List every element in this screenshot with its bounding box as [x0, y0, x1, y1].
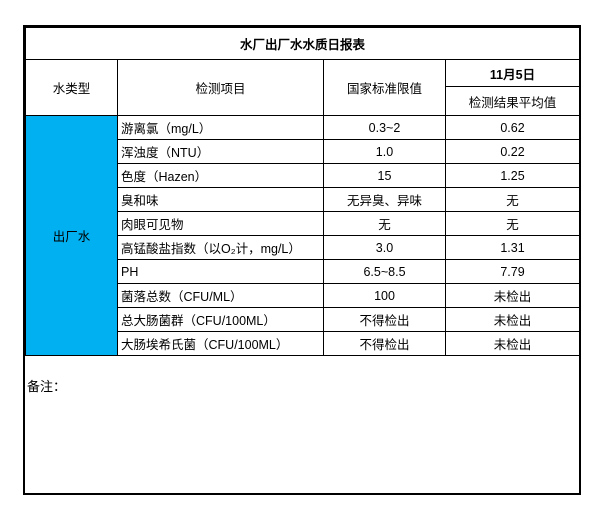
- header-item: 检测项目: [117, 59, 324, 116]
- row-standard-value: 0.3~2: [323, 115, 446, 140]
- row-result-value: 未检出: [444, 283, 581, 308]
- row-standard-value: 100: [323, 283, 446, 308]
- row-result-value: 1.31: [444, 235, 581, 260]
- water-type-cell: 出厂水: [25, 115, 118, 356]
- table-row: PH 6.5~8.5 7.79: [26, 259, 581, 284]
- row-result-value: 0.22: [444, 139, 581, 164]
- table-row: 浑浊度（NTU） 1.0 0.22: [26, 139, 581, 164]
- row-item-label: 浑浊度（NTU）: [117, 139, 324, 164]
- header-row-2: 检测结果平均值: [26, 86, 581, 116]
- row-standard-value: 不得检出: [323, 331, 446, 356]
- row-item-label: 大肠埃希氏菌（CFU/100ML）: [117, 331, 324, 356]
- header-date: 11月5日: [444, 59, 581, 87]
- row-standard-value: 6.5~8.5: [323, 259, 446, 284]
- title-row: 水厂出厂水水质日报表: [24, 27, 581, 60]
- water-quality-report: 水厂出厂水水质日报表 水类型 检测项目 国家标准限值 11月5日 检测结果平均值…: [23, 25, 581, 495]
- row-result-value: 未检出: [444, 307, 581, 332]
- row-standard-value: 3.0: [323, 235, 446, 260]
- row-item-label: 色度（Hazen）: [117, 163, 324, 188]
- header-standard: 国家标准限值: [323, 59, 446, 116]
- row-result-value: 未检出: [444, 331, 581, 356]
- notes-section: 备注：: [25, 356, 579, 403]
- report-title: 水厂出厂水水质日报表: [24, 27, 581, 60]
- header-result-average: 检测结果平均值: [444, 86, 581, 116]
- report-table: 水厂出厂水水质日报表 水类型 检测项目 国家标准限值 11月5日 检测结果平均值…: [24, 27, 581, 356]
- table-row: 菌落总数（CFU/ML） 100 未检出: [26, 283, 581, 308]
- row-item-label: 游离氯（mg/L）: [117, 115, 324, 140]
- table-row: 高锰酸盐指数（以O₂计，mg/L） 3.0 1.31: [26, 235, 581, 260]
- row-standard-value: 无异臭、异味: [323, 187, 446, 212]
- row-result-value: 无: [444, 211, 581, 236]
- row-item-label: 臭和味: [117, 187, 324, 212]
- row-item-label: 菌落总数（CFU/ML）: [117, 283, 324, 308]
- row-standard-value: 15: [323, 163, 446, 188]
- row-item-label: PH: [117, 259, 324, 284]
- data-rows: 出厂水 游离氯（mg/L） 0.3~2 0.62 浑浊度（NTU） 1.0 0.…: [25, 115, 581, 356]
- table-row: 色度（Hazen） 15 1.25: [26, 163, 581, 188]
- header-water-type: 水类型: [25, 59, 118, 116]
- row-item-label: 肉眼可见物: [117, 211, 324, 236]
- row-item-label: 高锰酸盐指数（以O₂计，mg/L）: [117, 235, 324, 260]
- table-row: 出厂水 游离氯（mg/L） 0.3~2 0.62: [25, 115, 581, 356]
- row-standard-value: 无: [323, 211, 446, 236]
- table-row: 臭和味 无异臭、异味 无: [26, 187, 581, 212]
- row-result-value: 7.79: [444, 259, 581, 284]
- row-result-value: 无: [444, 187, 581, 212]
- notes-label: 备注：: [27, 379, 67, 394]
- row-standard-value: 1.0: [323, 139, 446, 164]
- row-item-label: 总大肠菌群（CFU/100ML）: [117, 307, 324, 332]
- row-result-value: 0.62: [444, 115, 581, 140]
- header-row-1: 水类型 检测项目 国家标准限值 11月5日: [25, 59, 581, 116]
- table-row: 大肠埃希氏菌（CFU/100ML） 不得检出 未检出: [26, 331, 581, 356]
- row-result-value: 1.25: [444, 163, 581, 188]
- table-row: 总大肠菌群（CFU/100ML） 不得检出 未检出: [26, 307, 581, 332]
- table-row: 肉眼可见物 无 无: [26, 211, 581, 236]
- row-standard-value: 不得检出: [323, 307, 446, 332]
